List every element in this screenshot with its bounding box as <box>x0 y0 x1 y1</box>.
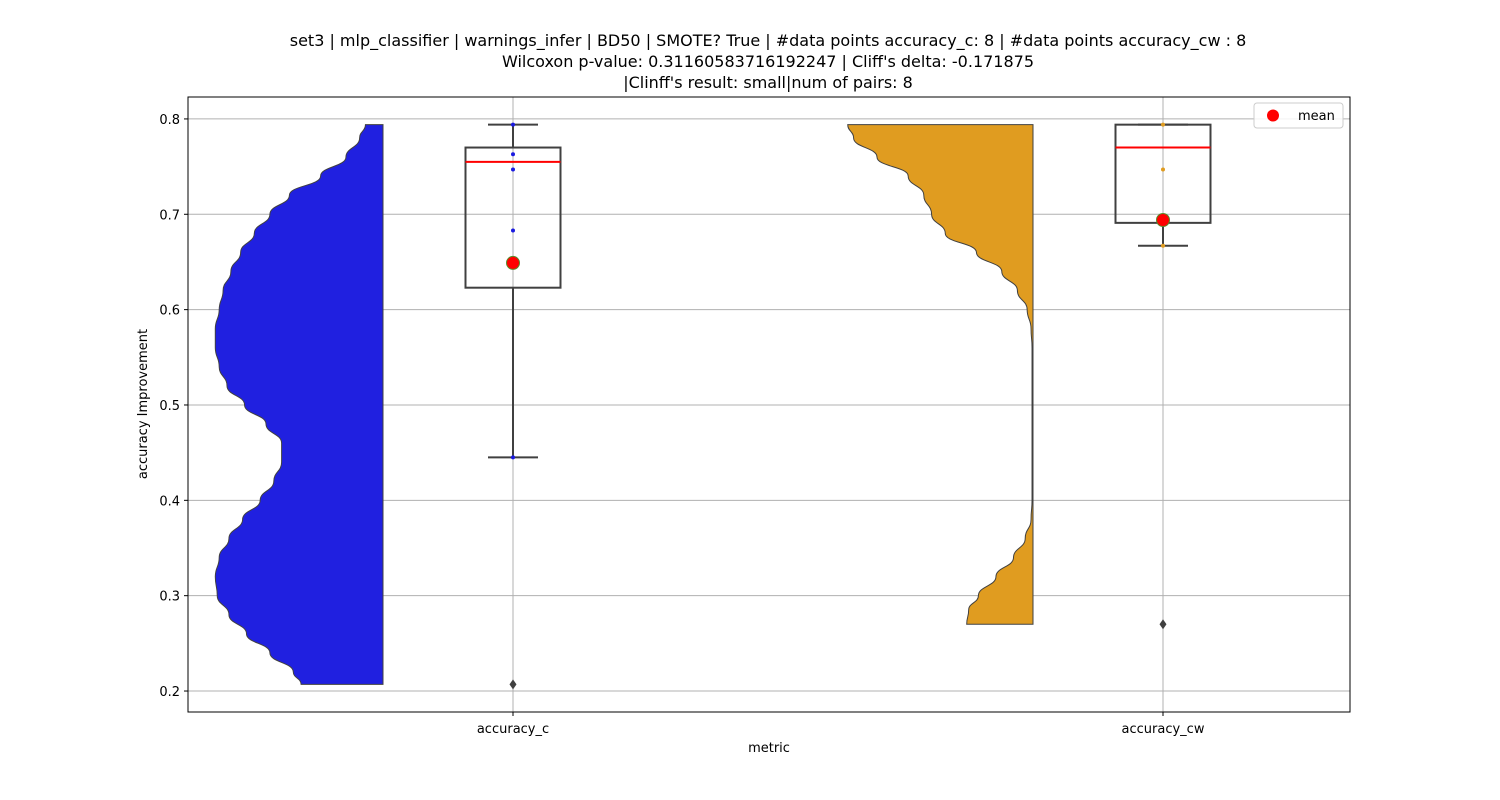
x-axis-label: metric <box>748 741 790 756</box>
mean-marker-accuracy-cw <box>1156 213 1170 227</box>
outlier-accuracy-c <box>509 679 517 690</box>
data-point-accuracy-cw <box>1161 243 1165 248</box>
y-axis-label: accuracy Improvement <box>136 329 151 479</box>
legend: mean <box>1253 102 1344 129</box>
x-tick-label-accuracy-cw: accuracy_cw <box>1122 722 1205 737</box>
y-axis-ticks: 0.2 0.3 0.4 0.5 0.6 0.7 0.8 <box>159 113 188 700</box>
chart-title-line-1: set3 | mlp_classifier | warnings_infer |… <box>290 31 1247 51</box>
boxplots <box>464 123 1212 459</box>
box-accuracy-c <box>464 146 562 289</box>
data-points <box>506 122 1170 690</box>
x-axis-ticks: accuracy_c accuracy_cw <box>477 712 1205 737</box>
data-point-accuracy-c <box>511 152 515 157</box>
data-point-accuracy-cw <box>1161 122 1165 127</box>
mean-marker-accuracy-c <box>506 255 520 270</box>
legend-marker-mean <box>1267 109 1279 122</box>
y-tick-label: 0.5 <box>159 399 180 414</box>
legend-label-mean: mean <box>1298 109 1335 124</box>
chart-title: set3 | mlp_classifier | warnings_infer |… <box>290 31 1247 92</box>
y-tick-label: 0.6 <box>159 304 180 319</box>
legend-frame <box>1253 102 1344 129</box>
y-tick-label: 0.2 <box>159 685 180 700</box>
y-tick-label: 0.7 <box>159 208 180 223</box>
y-tick-label: 0.8 <box>159 113 180 128</box>
data-point-accuracy-c <box>511 455 515 460</box>
chart-title-line-2: Wilcoxon p-value: 0.31160583716192247 | … <box>502 52 1034 71</box>
y-tick-label: 0.4 <box>159 494 180 509</box>
data-point-accuracy-c <box>511 228 515 233</box>
box-accuracy-cw <box>1114 123 1212 224</box>
data-point-accuracy-c <box>511 122 515 127</box>
chart-title-line-3: |Clinff's result: small|num of pairs: 8 <box>623 73 913 92</box>
data-point-accuracy-c <box>511 167 515 172</box>
outlier-accuracy-cw <box>1159 619 1167 630</box>
violin-accuracy-cw <box>847 124 1034 625</box>
violins <box>214 124 1034 685</box>
violin-accuracy-c <box>214 124 384 685</box>
x-tick-label-accuracy-c: accuracy_c <box>477 722 549 737</box>
y-tick-label: 0.3 <box>159 590 180 605</box>
data-point-accuracy-cw <box>1161 167 1165 172</box>
